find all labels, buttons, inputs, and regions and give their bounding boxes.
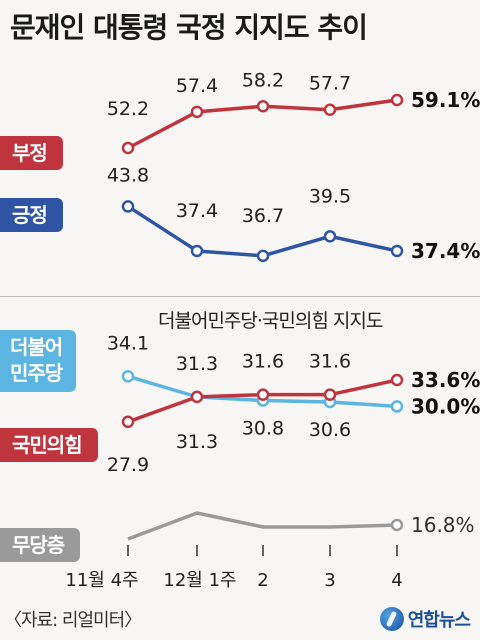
section-divider [0, 296, 480, 297]
point-positive-4 [323, 230, 337, 243]
x-tick-label-2: 12월 1주 [163, 570, 236, 591]
data-label-people-power-1: 27.9 [107, 454, 149, 476]
data-label-democratic-1: 34.1 [107, 332, 149, 354]
legend-negative: 부정 [0, 136, 63, 170]
point-democratic-5 [390, 400, 404, 413]
data-label-positive-2: 37.4 [176, 200, 218, 222]
yonhap-logo-icon [379, 607, 404, 631]
point-negative-5 [390, 93, 404, 107]
yonhap-logo-text: 연합뉴스 [407, 610, 471, 631]
data-label-positive-3: 36.7 [242, 205, 284, 227]
data-label-positive-1: 43.8 [107, 164, 149, 186]
legend-democratic-party: 더불어 민주당 [0, 330, 77, 392]
data-label-independents-5: 16.8% [411, 513, 475, 537]
data-label-democratic-4: 30.6 [309, 419, 351, 441]
data-label-people-power-5: 33.6% [411, 368, 480, 392]
data-label-democratic-5: 30.0% [411, 394, 480, 418]
point-positive-3 [256, 249, 270, 263]
point-people-power-2 [190, 390, 204, 404]
data-label-people-power-4: 31.6 [309, 351, 351, 373]
point-negative-3 [256, 100, 270, 113]
data-label-negative-1: 52.2 [107, 98, 149, 120]
data-label-people-power-3: 31.6 [242, 351, 284, 373]
point-positive-2 [190, 244, 204, 258]
point-positive-5 [390, 244, 404, 258]
point-people-power-5 [390, 373, 404, 387]
party-plot: 34.1 31.3 30.8 30.6 30.0% 27.9 31.3 31.6 31.6 33.… [107, 332, 480, 541]
data-label-negative-5: 59.1% [411, 88, 480, 112]
data-label-democratic-3: 30.8 [242, 418, 284, 440]
point-people-power-3 [256, 388, 270, 401]
point-negative-4 [323, 103, 337, 116]
point-positive-1 [121, 200, 135, 213]
data-label-democratic-2: 31.3 [176, 431, 218, 453]
point-democratic-1 [121, 370, 135, 383]
data-label-people-power-2: 31.3 [176, 353, 218, 375]
approval-plot: 52.2 57.4 58.2 57.7 59.1% 43.8 37.4 36.7 39.5 37.… [107, 69, 480, 263]
x-tick-label-1: 11월 4주 [65, 570, 138, 591]
series-line-independents [127, 511, 398, 541]
point-negative-2 [190, 105, 204, 119]
point-people-power-1 [121, 415, 135, 429]
point-people-power-4 [323, 388, 337, 401]
source-note: 〈자료: 리얼미터〉 [4, 610, 142, 631]
x-axis-ticks: 11월 4주 12월 1주 2 3 4 [65, 545, 403, 591]
legend-positive: 긍정 [0, 198, 63, 232]
point-independents-5 [390, 518, 404, 532]
x-tick-label-4: 3 [324, 570, 335, 591]
data-label-negative-2: 57.4 [176, 75, 218, 97]
party-chart-title: 더불어민주당·국민의힘 지지도 [158, 310, 383, 332]
x-tick-label-3: 2 [257, 570, 268, 591]
legend-democratic-party-line1: 더불어 [10, 335, 63, 359]
chart-title: 문재인 대통령 국정 지지도 추이 [10, 11, 368, 44]
x-tick-label-5: 4 [391, 570, 402, 591]
data-label-negative-4: 57.7 [309, 73, 351, 95]
yonhap-logo: 연합뉴스 [379, 606, 471, 632]
point-negative-1 [121, 141, 135, 155]
data-label-negative-3: 58.2 [242, 69, 284, 91]
legend-people-power-party: 국민의힘 [0, 428, 98, 462]
legend-independents: 무당층 [0, 528, 81, 562]
data-label-positive-4: 39.5 [309, 185, 351, 207]
data-label-positive-5: 37.4% [411, 239, 480, 263]
legend-democratic-party-line2: 민주당 [10, 361, 63, 385]
